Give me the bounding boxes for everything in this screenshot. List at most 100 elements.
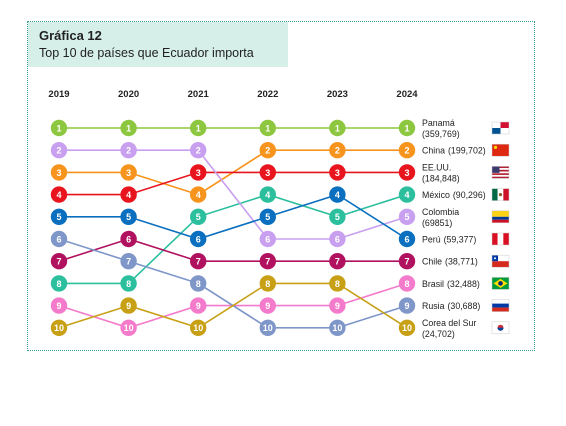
legend-item: Rusia (30,688) — [422, 299, 510, 312]
rank-label: 2 — [126, 146, 131, 156]
rank-dot — [190, 186, 207, 203]
rank-point: 7 — [190, 253, 207, 270]
rank-point: 10 — [120, 319, 137, 336]
rank-label: 9 — [126, 301, 131, 311]
rank-point: 9 — [190, 297, 207, 314]
rank-label: 1 — [335, 123, 340, 133]
rank-label: 6 — [335, 234, 340, 244]
rank-dot — [120, 119, 137, 137]
rank-label: 3 — [56, 168, 61, 178]
rank-point: 8 — [259, 275, 276, 292]
rank-label: 1 — [56, 123, 61, 133]
rank-label: 4 — [56, 190, 61, 200]
rank-label: 8 — [126, 279, 131, 289]
rank-point: 4 — [190, 186, 207, 203]
rank-point: 6 — [329, 230, 346, 248]
rank-dot — [398, 275, 416, 292]
rank-dot — [398, 230, 416, 248]
rank-dot — [120, 297, 137, 314]
rank-point: 10 — [190, 319, 207, 336]
legend-label: México (90,296) — [422, 190, 486, 200]
rank-label: 3 — [404, 168, 409, 178]
rank-point: 1 — [329, 119, 346, 137]
rank-label: 3 — [335, 168, 340, 178]
rank-point: 10 — [398, 319, 416, 336]
rank-dot — [329, 275, 346, 292]
panama-flag-icon — [491, 121, 510, 135]
rank-point: 9 — [50, 297, 68, 314]
rank-label: 5 — [126, 212, 131, 222]
legend-item: Perú (59,377) — [422, 232, 510, 246]
rank-label: 5 — [56, 212, 61, 222]
rank-dot — [398, 119, 416, 137]
rank-point: 6 — [120, 230, 137, 248]
legend-value: (24,702) — [422, 329, 455, 339]
series-line-per- — [59, 193, 408, 240]
rank-dot — [259, 230, 276, 248]
rank-label: 10 — [193, 323, 203, 333]
rank-label: 10 — [124, 323, 134, 333]
colombia-flag-icon — [491, 210, 510, 224]
rank-dot — [329, 208, 346, 225]
series-line-corea-del-sur — [58, 282, 408, 329]
rank-label: 1 — [265, 123, 270, 133]
rank-point: 2 — [190, 142, 207, 159]
year-label-2023: 2023 — [327, 89, 348, 100]
legend-country: China — [422, 146, 445, 156]
rank-point: 1 — [120, 119, 137, 137]
rank-dot — [398, 164, 416, 181]
legend-country: Perú — [422, 235, 441, 245]
rank-label: 1 — [126, 123, 131, 133]
series-line-colombia — [59, 149, 408, 240]
rank-dot — [259, 275, 276, 292]
rank-point: 6 — [50, 230, 68, 248]
legend-value: (38,771) — [445, 257, 478, 267]
rank-label: 8 — [335, 279, 340, 289]
legend-label: Chile (38,771) — [422, 257, 478, 267]
rank-dot — [398, 319, 416, 336]
legend-item: China (199,702) — [422, 143, 510, 157]
rank-dot — [190, 319, 207, 336]
rank-label: 7 — [335, 257, 340, 267]
rank-dot — [50, 297, 68, 314]
rank-label: 10 — [402, 323, 412, 333]
legend-country: Colombia — [422, 207, 459, 217]
rank-label: 2 — [335, 146, 340, 156]
rank-dot — [190, 208, 207, 225]
rank-point: 5 — [259, 208, 276, 225]
legend-item: Panamá (359,769) — [422, 118, 510, 139]
chile-flag-icon — [491, 254, 510, 268]
legend-label: Perú (59,377) — [422, 235, 476, 245]
rank-label: 8 — [56, 279, 61, 289]
rank-point: 8 — [50, 275, 68, 292]
rank-dot — [50, 275, 68, 292]
rank-dot — [398, 186, 416, 203]
rank-dot — [120, 253, 137, 270]
rank-label: 4 — [404, 190, 409, 200]
legend-country: México — [422, 190, 450, 200]
rank-dot — [190, 119, 207, 137]
legend-value: (359,769) — [422, 129, 460, 139]
south-korea-flag-icon — [491, 321, 510, 335]
rank-dot — [120, 275, 137, 292]
title-box: Gráfica 12 Top 10 de países que Ecuador … — [28, 22, 288, 67]
series-line-ee-uu- — [59, 171, 407, 196]
rank-label: 10 — [332, 323, 342, 333]
rank-label: 7 — [265, 257, 270, 267]
rank-dot — [50, 119, 68, 137]
legend-item: EE.UU. (184,848) — [422, 162, 510, 183]
rank-point: 4 — [259, 186, 276, 203]
rank-label: 6 — [404, 234, 409, 244]
legend-label: Panamá (359,769) — [422, 118, 460, 139]
mexico-flag-icon — [491, 188, 510, 201]
rank-label: 6 — [56, 234, 61, 244]
rank-dot — [398, 297, 416, 314]
rank-dot — [190, 230, 207, 248]
year-label-2021: 2021 — [188, 89, 210, 100]
rank-label: 5 — [196, 212, 201, 222]
rank-dot — [190, 253, 207, 270]
legend-value: (184,848) — [422, 173, 460, 183]
series-line-m-xico — [59, 193, 408, 285]
legend-country: Chile — [422, 257, 442, 267]
legend-label: Colombia (69851) — [422, 207, 459, 228]
